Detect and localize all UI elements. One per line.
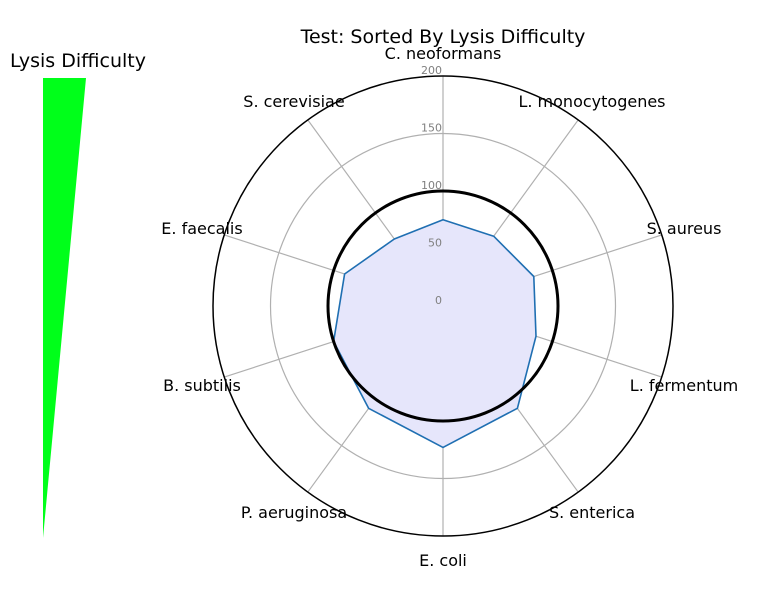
- difficulty-title: Lysis Difficulty: [10, 50, 146, 72]
- radial-tick-labels: 0 50 100 150 200: [421, 64, 442, 307]
- category-label: S. aureus: [647, 219, 722, 238]
- category-label: S. cerevisiae: [243, 92, 344, 111]
- category-label: P. aeruginosa: [241, 503, 347, 522]
- outer-ring: [212, 75, 674, 537]
- category-label: L. fermentum: [630, 376, 738, 395]
- chart-title: Test: Sorted By Lysis Difficulty: [300, 26, 586, 48]
- tick-label-0: 0: [435, 294, 442, 307]
- category-labels: C. neoformans L. monocytogenes S. aureus L.…: [161, 44, 738, 570]
- category-label: S. enterica: [549, 503, 635, 522]
- category-label: C. neoformans: [385, 44, 502, 63]
- category-label: E. coli: [419, 551, 467, 570]
- category-label: E. faecalis: [161, 219, 242, 238]
- tick-label-150: 150: [421, 122, 442, 135]
- tick-label-50: 50: [428, 237, 442, 250]
- category-label: L. monocytogenes: [518, 92, 665, 111]
- difficulty-wedge: [43, 78, 86, 538]
- threshold-ring: [326, 189, 560, 423]
- series-area: [332, 219, 537, 449]
- tick-label-200: 200: [421, 64, 442, 77]
- tick-label-100: 100: [421, 179, 442, 192]
- category-label: B. subtilis: [163, 376, 241, 395]
